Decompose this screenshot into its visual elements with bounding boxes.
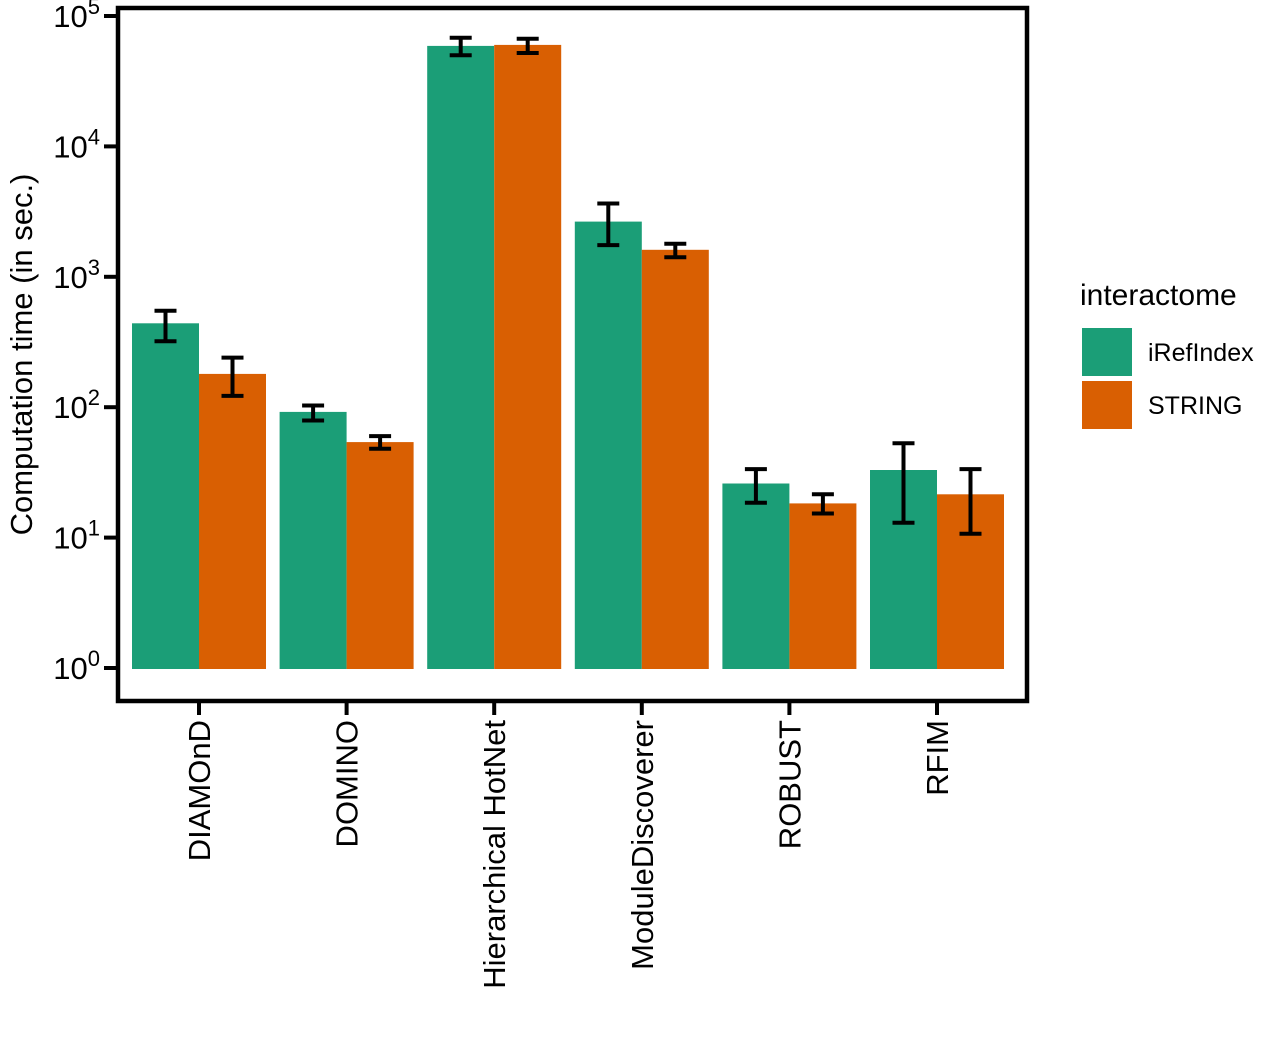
legend-swatch-iRefIndex bbox=[1082, 328, 1132, 376]
errorbar-iRefIndex-DOMINO bbox=[302, 403, 325, 423]
legend-title: interactome bbox=[1080, 279, 1237, 312]
y-tick-label-10^5: 105 bbox=[53, 0, 100, 34]
errorbar-STRING-ROBUST bbox=[811, 492, 834, 516]
errorbar-iRefIndex-ROBUST bbox=[744, 467, 767, 505]
legend-swatch-STRING bbox=[1082, 381, 1132, 429]
errorbar-STRING-RFIM bbox=[959, 467, 982, 536]
x-axis-label-RFIM: RFIM bbox=[920, 720, 955, 796]
x-axis-label-DIAMOnD: DIAMOnD bbox=[182, 720, 217, 861]
y-tick-label-10^2: 102 bbox=[53, 385, 100, 425]
y-tick-base: 10 bbox=[53, 651, 87, 686]
errorbar-iRefIndex-DIAMOnD bbox=[154, 308, 177, 344]
bar-iRefIndex-ModuleDiscoverer bbox=[574, 221, 642, 669]
y-tick-base: 10 bbox=[53, 521, 87, 556]
y-tick-exponent: 4 bbox=[88, 124, 100, 149]
y-tick-base: 10 bbox=[53, 390, 87, 425]
errorbar-iRefIndex-RFIM bbox=[892, 441, 915, 525]
y-tick-exponent: 5 bbox=[88, 0, 100, 19]
y-tick-label-10^4: 104 bbox=[53, 124, 100, 164]
bar-iRefIndex-Hierarchical-HotNet bbox=[427, 45, 495, 669]
y-tick-exponent: 0 bbox=[88, 646, 100, 671]
legend: interactome iRefIndex STRING bbox=[1080, 279, 1254, 429]
bar-STRING-Hierarchical-HotNet bbox=[494, 44, 562, 669]
x-axis-label-Hierarchical-HotNet: Hierarchical HotNet bbox=[477, 720, 512, 989]
x-axis-label-ModuleDiscoverer: ModuleDiscoverer bbox=[625, 720, 660, 970]
bar-iRefIndex-DOMINO bbox=[279, 411, 347, 669]
x-axis-label-ROBUST: ROBUST bbox=[772, 720, 807, 849]
plot-panel-border bbox=[115, 5, 1030, 704]
y-axis-title: Computation time (in sec.) bbox=[4, 174, 39, 536]
legend-label-iRefIndex: iRefIndex bbox=[1148, 339, 1254, 367]
bar-STRING-ModuleDiscoverer bbox=[641, 249, 709, 670]
y-tick-base: 10 bbox=[53, 0, 87, 34]
bar-iRefIndex-ROBUST bbox=[722, 483, 790, 669]
bar-STRING-ROBUST bbox=[789, 503, 857, 669]
bar-STRING-DOMINO bbox=[346, 442, 414, 669]
y-tick-label-10^1: 101 bbox=[53, 516, 100, 556]
y-tick-exponent: 1 bbox=[88, 516, 100, 541]
y-tick-label-10^3: 103 bbox=[53, 255, 100, 295]
errorbar-STRING-DIAMOnD bbox=[221, 355, 244, 398]
x-axis-label-DOMINO: DOMINO bbox=[330, 720, 365, 847]
bar-STRING-DIAMOnD bbox=[199, 373, 266, 669]
bar-iRefIndex-DIAMOnD bbox=[132, 323, 199, 669]
legend-label-STRING: STRING bbox=[1148, 392, 1242, 420]
y-tick-base: 10 bbox=[53, 129, 87, 164]
y-tick-exponent: 2 bbox=[88, 385, 100, 410]
errorbar-iRefIndex-ModuleDiscoverer bbox=[597, 201, 620, 248]
y-tick-base: 10 bbox=[53, 260, 87, 295]
y-tick-label-10^0: 100 bbox=[53, 646, 100, 686]
errorbar-iRefIndex-Hierarchical-HotNet bbox=[449, 35, 472, 58]
errorbar-STRING-ModuleDiscoverer bbox=[664, 241, 687, 260]
y-tick-exponent: 3 bbox=[88, 255, 100, 280]
errorbar-STRING-DOMINO bbox=[369, 434, 392, 451]
errorbar-STRING-Hierarchical-HotNet bbox=[516, 36, 539, 55]
